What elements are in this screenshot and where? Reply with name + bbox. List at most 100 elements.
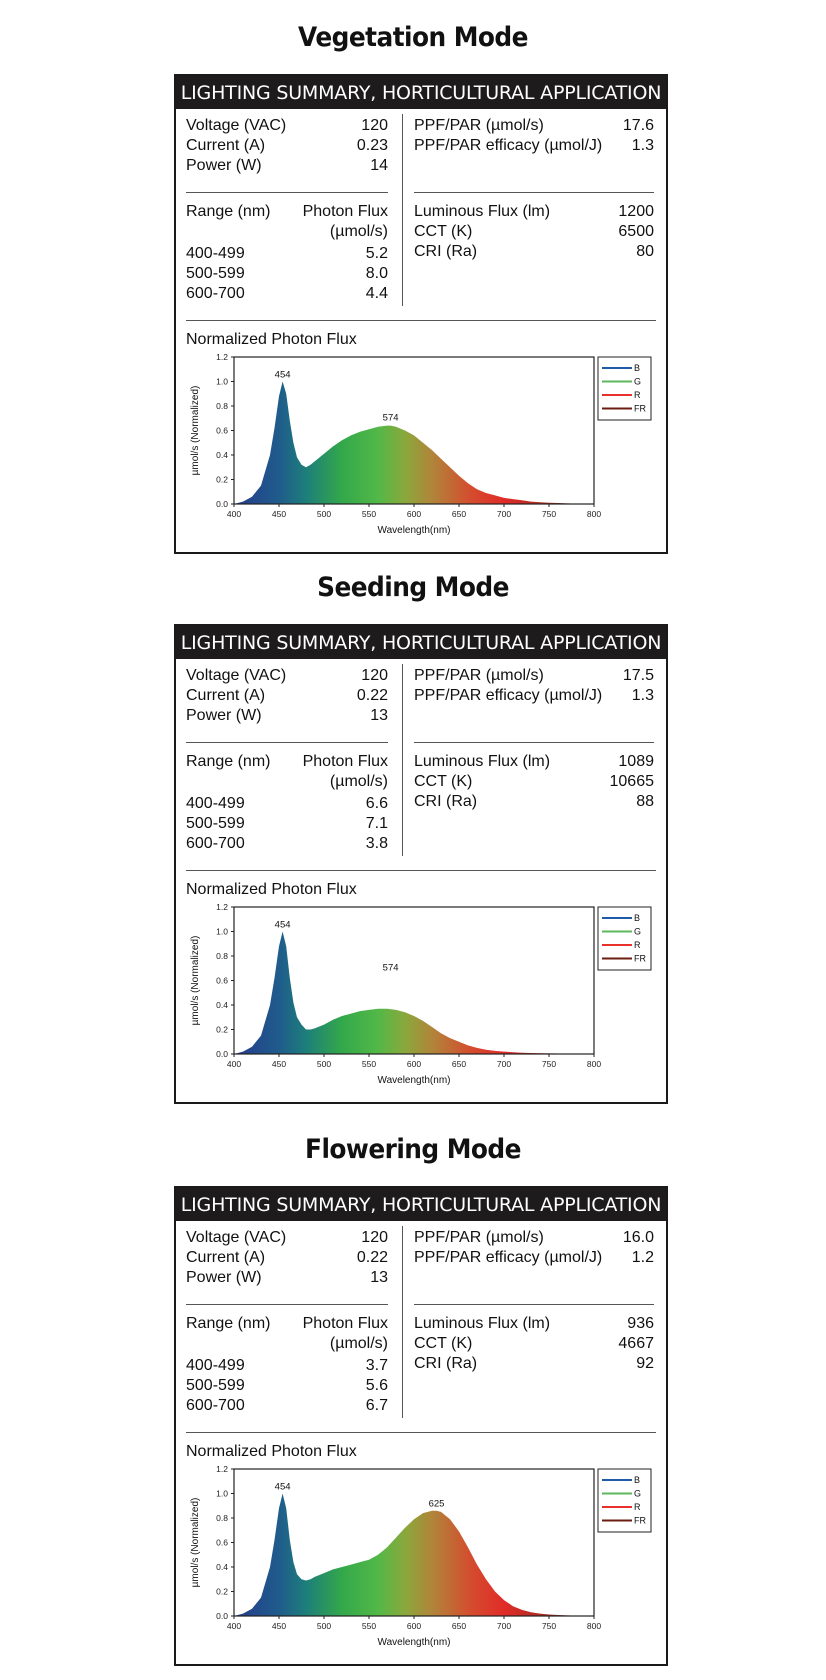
range-0-value: 5.2 xyxy=(365,245,388,262)
legend-label: G xyxy=(634,927,641,937)
electrical-1-row: Current (A) 0.23 xyxy=(186,136,388,156)
electrical-2-row: Power (W) 13 xyxy=(186,1268,388,1288)
spectrum-area xyxy=(234,931,594,1054)
y-tick-label: 1.2 xyxy=(216,1464,228,1474)
range-1-value: 5.6 xyxy=(365,1377,388,1394)
lum-2-label: CRI (Ra) xyxy=(414,793,478,810)
electrical-0-row: Voltage (VAC) 120 xyxy=(186,666,388,686)
photon-flux-header-line1: Photon Flux xyxy=(302,203,388,220)
photon-flux-header-line1: Photon Flux xyxy=(302,1315,388,1332)
divider xyxy=(186,1432,656,1433)
x-tick-label: 750 xyxy=(542,509,556,519)
lum-0-value: 1200 xyxy=(618,203,654,220)
photon-flux-header-units: (µmol/s) xyxy=(329,773,388,790)
electrical-2-value: 13 xyxy=(370,707,388,724)
y-tick-label: 0.8 xyxy=(216,951,228,961)
card-header: LIGHTING SUMMARY, HORTICULTURAL APPLICAT… xyxy=(176,626,666,659)
ppf-1-row: PPF/PAR efficacy (µmol/J) 1.3 xyxy=(414,136,654,156)
electrical-1-row: Current (A) 0.22 xyxy=(186,1248,388,1268)
peak-label: 574 xyxy=(383,412,399,423)
x-tick-label: 550 xyxy=(362,1621,376,1631)
range-0-label: 400-499 xyxy=(186,1357,245,1374)
range-0-row: 400-499 5.2 xyxy=(186,244,388,264)
range-2-value: 3.8 xyxy=(365,835,388,852)
legend-label: FR xyxy=(634,954,646,964)
lum-1-label: CCT (K) xyxy=(414,1335,473,1352)
x-tick-label: 650 xyxy=(452,1059,466,1069)
lum-0-value: 936 xyxy=(627,1315,654,1332)
range-1-row: 500-599 8.0 xyxy=(186,264,388,284)
x-tick-label: 500 xyxy=(317,509,331,519)
range-0-label: 400-499 xyxy=(186,795,245,812)
x-tick-label: 700 xyxy=(497,1059,511,1069)
x-axis-label: Wavelength(nm) xyxy=(378,1637,451,1648)
lum-2-value: 92 xyxy=(636,1355,654,1372)
x-tick-label: 650 xyxy=(452,509,466,519)
lum-0-row: Luminous Flux (lm) 936 xyxy=(414,1314,654,1334)
y-tick-label: 0.0 xyxy=(216,1611,228,1621)
electrical-0-label: Voltage (VAC) xyxy=(186,667,287,684)
mode-title: Flowering Mode xyxy=(305,1134,521,1165)
x-tick-label: 600 xyxy=(407,509,421,519)
y-tick-label: 1.2 xyxy=(216,902,228,912)
ppf-0-label: PPF/PAR (µmol/s) xyxy=(414,667,544,684)
x-tick-label: 600 xyxy=(407,1621,421,1631)
ppf-0-value: 17.6 xyxy=(622,117,654,134)
electrical-0-value: 120 xyxy=(361,117,388,134)
electrical-2-value: 13 xyxy=(370,1269,388,1286)
range-0-value: 3.7 xyxy=(365,1357,388,1374)
y-tick-label: 0.0 xyxy=(216,1049,228,1059)
range-0-row: 400-499 6.6 xyxy=(186,794,388,814)
legend-label: B xyxy=(634,363,640,373)
legend-label: R xyxy=(634,1502,641,1512)
electrical-0-value: 120 xyxy=(361,667,388,684)
lum-2-row: CRI (Ra) 92 xyxy=(414,1354,654,1374)
ppf-1-row: PPF/PAR efficacy (µmol/J) 1.2 xyxy=(414,1248,654,1268)
mode-title: Vegetation Mode xyxy=(298,22,528,53)
electrical-1-label: Current (A) xyxy=(186,137,266,154)
electrical-1-value: 0.22 xyxy=(356,1249,388,1266)
x-tick-label: 800 xyxy=(587,509,601,519)
lum-1-value: 4667 xyxy=(618,1335,654,1352)
range-1-value: 8.0 xyxy=(365,265,388,282)
lum-0-row: Luminous Flux (lm) 1089 xyxy=(414,752,654,772)
x-tick-label: 750 xyxy=(542,1621,556,1631)
range-1-row: 500-599 7.1 xyxy=(186,814,388,834)
y-tick-label: 0.4 xyxy=(216,450,228,460)
chart-title: Normalized Photon Flux xyxy=(186,881,357,898)
photon-flux-header-units: (µmol/s) xyxy=(329,1335,388,1352)
lum-0-label: Luminous Flux (lm) xyxy=(414,1315,551,1332)
x-tick-label: 450 xyxy=(272,1621,286,1631)
legend-label: G xyxy=(634,377,641,387)
ppf-1-label: PPF/PAR efficacy (µmol/J) xyxy=(414,1249,603,1266)
photon-flux-header-line1: Photon Flux xyxy=(302,753,388,770)
x-tick-label: 800 xyxy=(587,1059,601,1069)
chart-title: Normalized Photon Flux xyxy=(186,331,357,348)
electrical-0-row: Voltage (VAC) 120 xyxy=(186,116,388,136)
lum-0-label: Luminous Flux (lm) xyxy=(414,203,551,220)
lum-2-value: 88 xyxy=(636,793,654,810)
divider xyxy=(186,192,388,193)
x-axis-label: Wavelength(nm) xyxy=(378,525,451,536)
legend-label: B xyxy=(634,1475,640,1485)
range-1-label: 500-599 xyxy=(186,265,245,282)
x-tick-label: 500 xyxy=(317,1059,331,1069)
range-2-row: 600-700 3.8 xyxy=(186,834,388,854)
photon-flux-header: Photon Flux (µmol/s) xyxy=(286,752,388,792)
column-divider xyxy=(402,114,403,306)
x-tick-label: 550 xyxy=(362,509,376,519)
range-2-value: 6.7 xyxy=(365,1397,388,1414)
divider xyxy=(186,742,388,743)
x-tick-label: 450 xyxy=(272,509,286,519)
x-tick-label: 650 xyxy=(452,1621,466,1631)
y-axis-label: µmol/s (Normalized) xyxy=(190,936,201,1026)
electrical-2-value: 14 xyxy=(370,157,388,174)
electrical-2-label: Power (W) xyxy=(186,157,262,174)
range-0-label: 400-499 xyxy=(186,245,245,262)
y-tick-label: 0.6 xyxy=(216,1538,228,1548)
lum-2-label: CRI (Ra) xyxy=(414,1355,478,1372)
lum-1-label: CCT (K) xyxy=(414,773,473,790)
electrical-1-label: Current (A) xyxy=(186,687,266,704)
y-tick-label: 0.4 xyxy=(216,1562,228,1572)
ppf-0-label: PPF/PAR (µmol/s) xyxy=(414,1229,544,1246)
